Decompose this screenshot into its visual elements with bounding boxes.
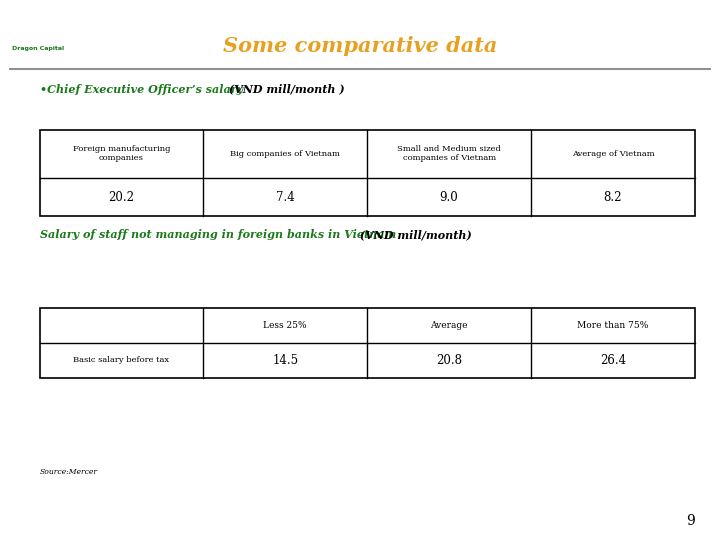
Text: (VND mill/month ): (VND mill/month ) (225, 84, 345, 94)
Text: Source:Mercer: Source:Mercer (40, 469, 98, 476)
Text: More than 75%: More than 75% (577, 321, 649, 330)
Text: Some comparative data: Some comparative data (222, 36, 498, 56)
Text: 20.8: 20.8 (436, 354, 462, 367)
Text: 20.2: 20.2 (109, 191, 135, 204)
Text: Small and Medium sized
companies of Vietnam: Small and Medium sized companies of Viet… (397, 145, 501, 163)
Text: 9: 9 (686, 514, 695, 528)
Text: (VND mill/month): (VND mill/month) (356, 230, 472, 240)
Text: Dragon Capital: Dragon Capital (12, 46, 63, 51)
Text: 26.4: 26.4 (600, 354, 626, 367)
Text: Less 25%: Less 25% (264, 321, 307, 330)
Text: Foreign manufacturing
companies: Foreign manufacturing companies (73, 145, 170, 163)
Bar (40, 130, 695, 216)
Text: 7.4: 7.4 (276, 191, 294, 204)
Text: 14.5: 14.5 (272, 354, 298, 367)
Text: 8.2: 8.2 (603, 191, 622, 204)
Text: •Chief Executive Officer’s salary: •Chief Executive Officer’s salary (40, 84, 243, 94)
Bar (40, 308, 695, 378)
Text: Basic salary before tax: Basic salary before tax (73, 356, 170, 365)
Text: Average of Vietnam: Average of Vietnam (572, 150, 654, 158)
Text: 9.0: 9.0 (440, 191, 459, 204)
Text: Big companies of Vietnam: Big companies of Vietnam (230, 150, 341, 158)
Text: Average: Average (431, 321, 468, 330)
Text: Salary of staff not managing in foreign banks in Vietnam: Salary of staff not managing in foreign … (40, 230, 396, 240)
